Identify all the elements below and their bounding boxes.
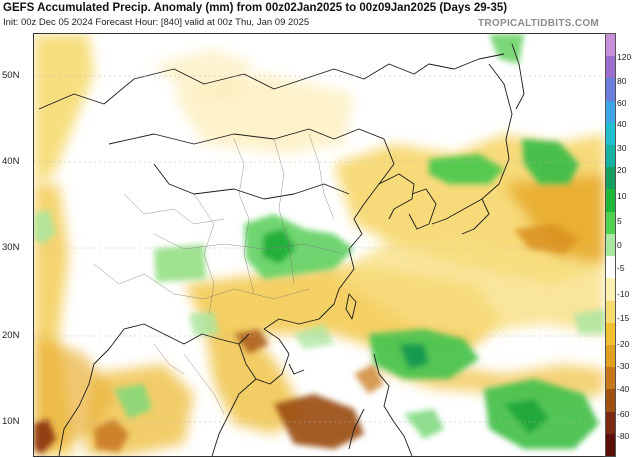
colorbar-tick-label: 20 xyxy=(617,165,627,175)
colorbar-segment xyxy=(606,411,615,435)
colorbar-tick-label: 120 xyxy=(617,52,632,62)
colorbar-segment xyxy=(606,256,615,279)
colorbar xyxy=(605,33,616,457)
colorbar-segment xyxy=(606,322,615,346)
latitude-label: 20N xyxy=(2,330,20,341)
colorbar-tick-label: 80 xyxy=(617,76,627,86)
colorbar-segment xyxy=(606,78,615,102)
colorbar-tick-label: -15 xyxy=(617,313,630,323)
colorbar-segment xyxy=(606,145,615,168)
colorbar-tick-label: 60 xyxy=(617,98,627,108)
colorbar-segment xyxy=(606,167,615,190)
latitude-label: 30N xyxy=(2,242,20,253)
province-lines xyxy=(93,133,345,415)
colorbar-tick-label: -80 xyxy=(617,431,630,441)
colorbar-tick-label: 30 xyxy=(617,143,627,153)
colorbar-segment xyxy=(606,300,615,324)
colorbar-tick-label: -5 xyxy=(617,263,625,273)
colorbar-segment xyxy=(606,56,615,79)
colorbar-tick-label: -20 xyxy=(617,339,630,349)
header: GEFS Accumulated Precip. Anomaly (mm) fr… xyxy=(0,0,640,32)
colorbar-tick-label: -10 xyxy=(617,289,630,299)
colorbar-segment xyxy=(606,189,615,213)
colorbar-segment xyxy=(606,433,615,456)
colorbar-tick-label: 10 xyxy=(617,191,627,201)
colorbar-segment xyxy=(606,211,615,235)
colorbar-segment xyxy=(606,389,615,413)
graticule xyxy=(34,75,605,423)
strong-dry-cores xyxy=(34,224,579,454)
wet-anomaly-fields xyxy=(34,34,605,449)
colorbar-segment xyxy=(606,344,615,368)
map-subtitle: Init: 00z Dec 05 2024 Forecast Hour: [84… xyxy=(3,17,310,28)
map-title: GEFS Accumulated Precip. Anomaly (mm) fr… xyxy=(3,2,508,14)
latitude-label: 10N xyxy=(2,416,20,427)
colorbar-tick-label: -40 xyxy=(617,384,630,394)
colorbar-tick-label: -30 xyxy=(617,361,630,371)
brand-watermark: TROPICALTIDBITS.COM xyxy=(478,18,600,29)
colorbar-tick-label: 0 xyxy=(617,240,622,250)
colorbar-tick-label: 40 xyxy=(617,119,627,129)
colorbar-tick-label: -60 xyxy=(617,409,630,419)
latitude-label: 50N xyxy=(2,70,20,81)
precip-anomaly-map xyxy=(34,34,605,456)
latitude-label: 40N xyxy=(2,156,20,167)
map-panel xyxy=(33,33,606,457)
colorbar-segment xyxy=(606,34,615,57)
colorbar-segment xyxy=(606,233,615,257)
colorbar-segment xyxy=(606,100,615,124)
colorbar-tick-label: 5 xyxy=(617,216,622,226)
colorbar-segment xyxy=(606,367,615,390)
colorbar-segment xyxy=(606,278,615,302)
colorbar-segment xyxy=(606,122,615,146)
